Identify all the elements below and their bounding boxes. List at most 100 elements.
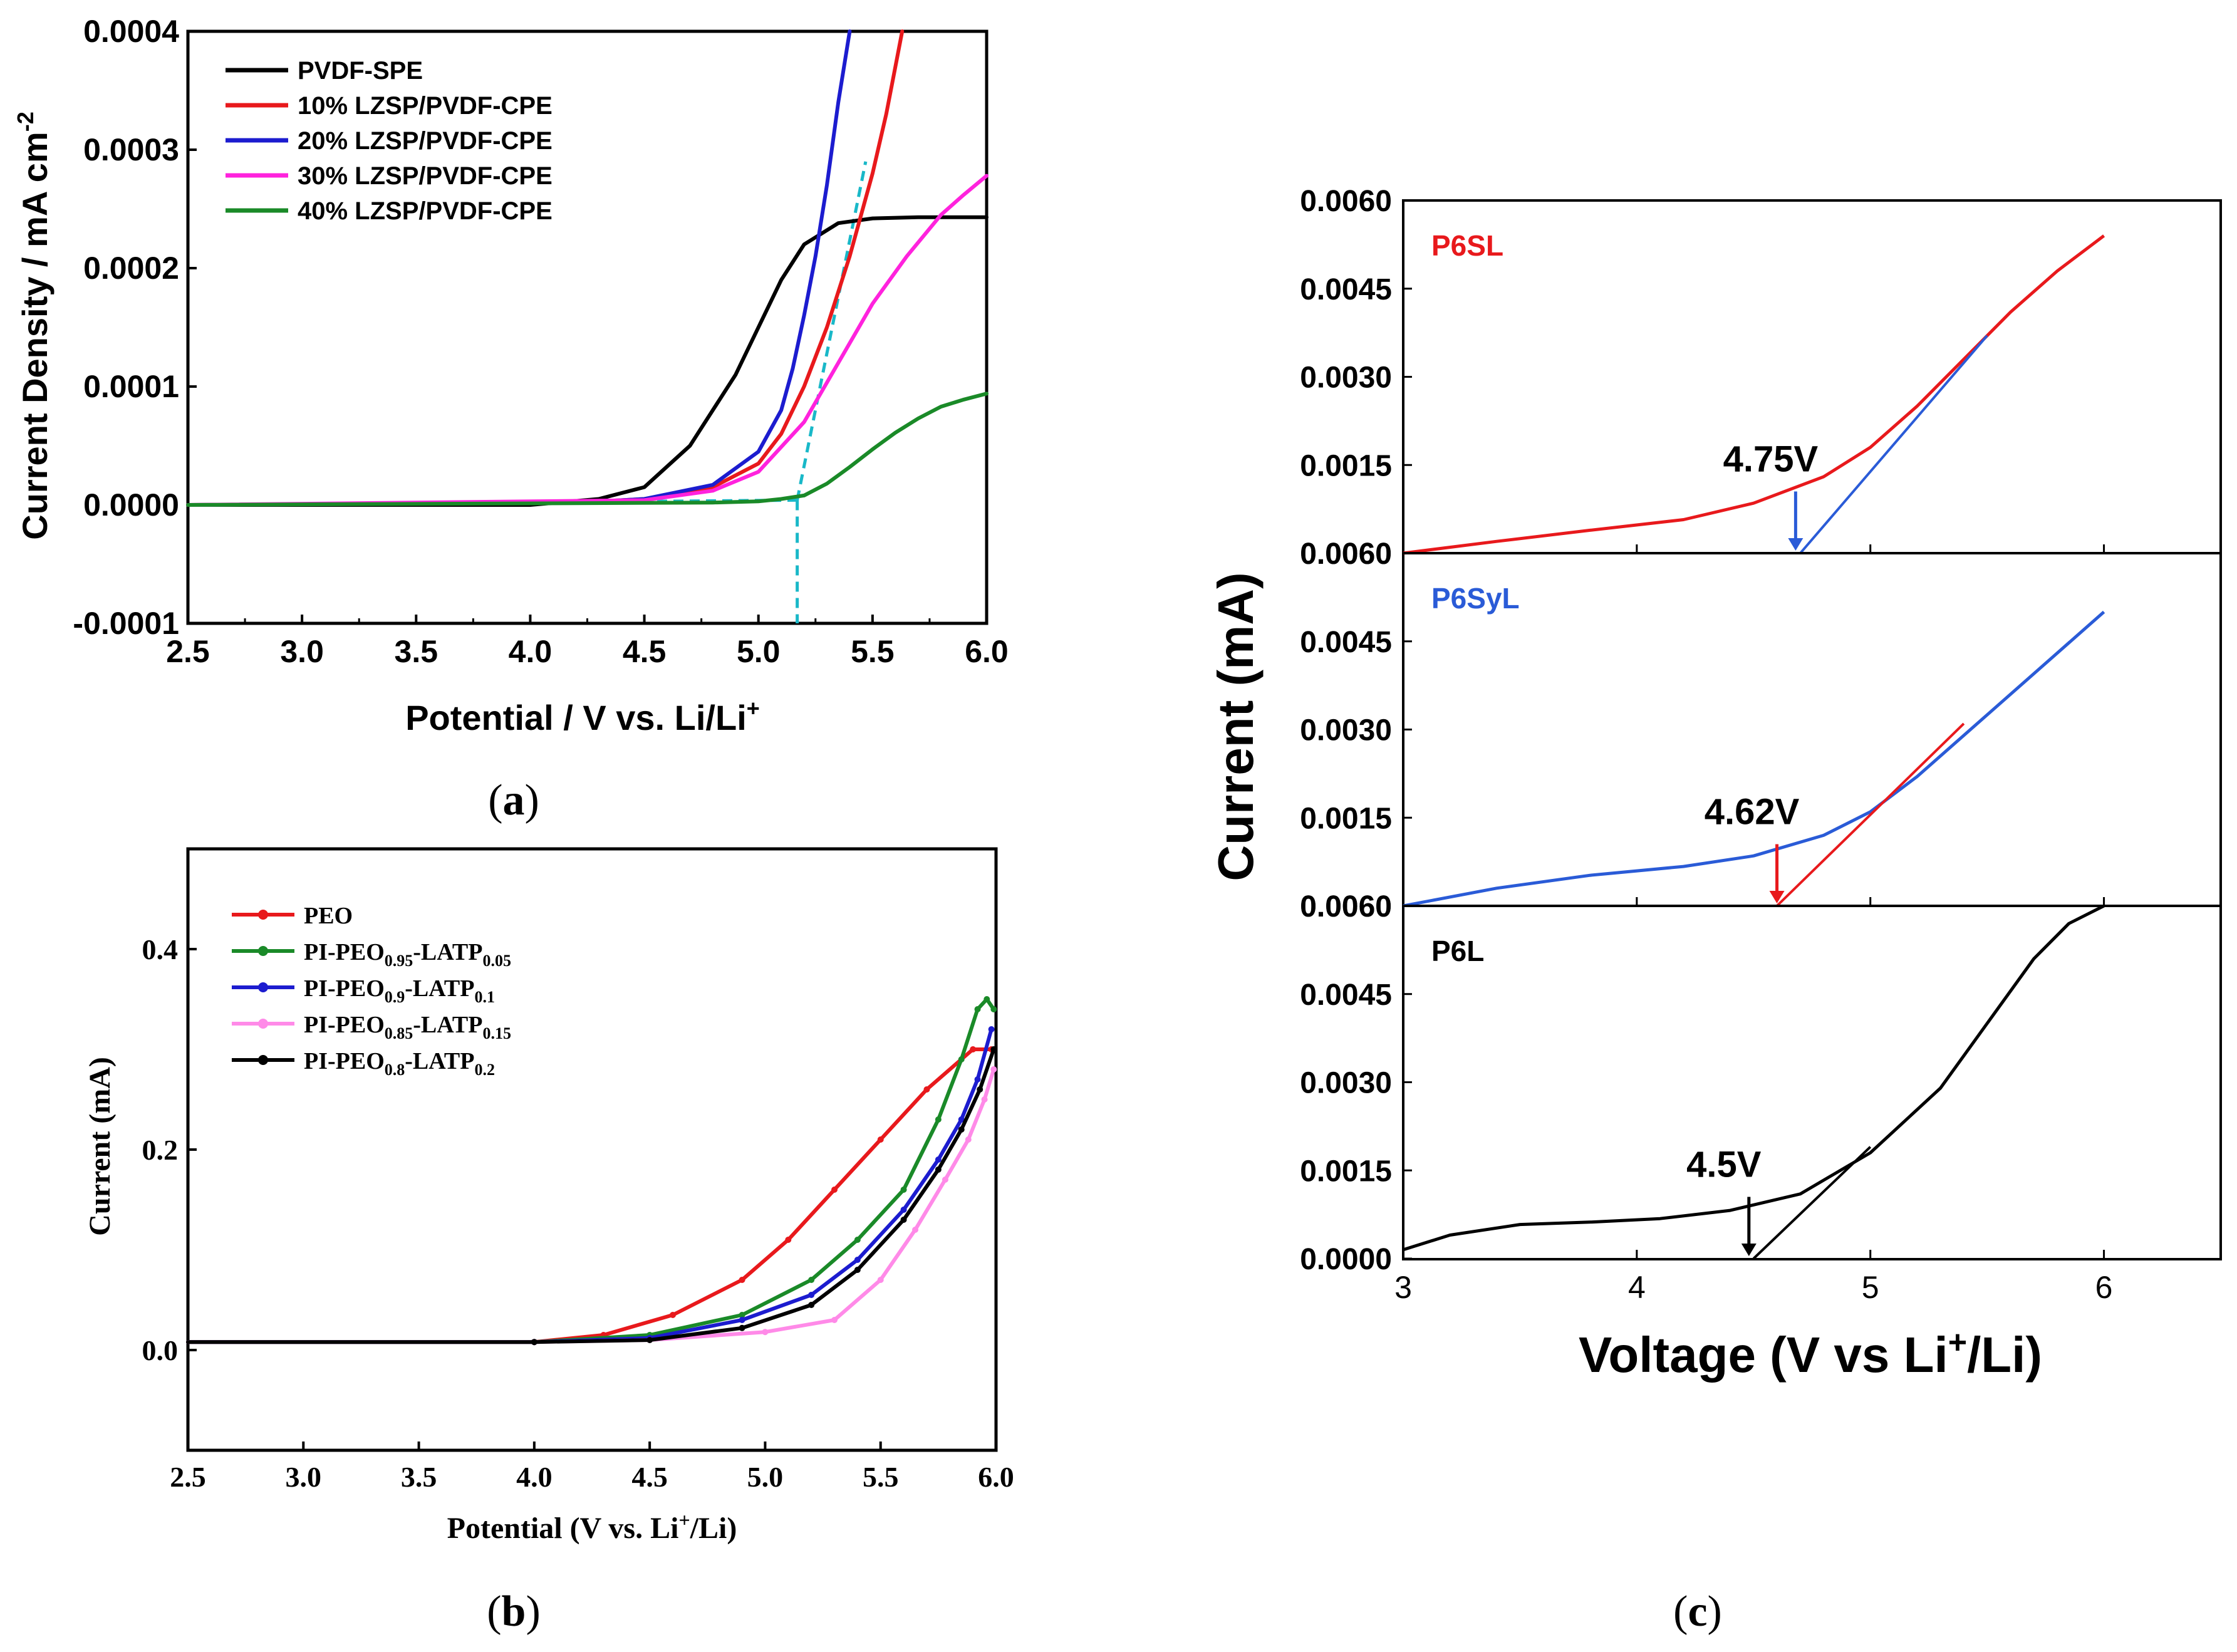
- panel-b: 2.5 3.0 3.5 4.0 4.5 5.0 5.5 6.0 0.0 0.2 0.4 PEO PI…: [83, 847, 1014, 1636]
- panel-b-series-marker: [808, 1292, 815, 1298]
- panel-b-legend-label: PI-PEO0.95-LATP0.05: [304, 939, 511, 970]
- panel-a-x-axis-label: Potential / V vs. Li/Li+: [405, 695, 760, 737]
- panel-b-series-marker: [935, 1166, 942, 1173]
- panel-b-series-marker: [935, 1116, 942, 1123]
- panel-c-y-tick-label: 0.0045: [1300, 626, 1392, 659]
- panel-a-y-tick-label: 0.0004: [83, 14, 179, 49]
- panel-b-legend-label-mid: -LATP: [405, 1048, 474, 1074]
- panel-a-plot-frame: [186, 29, 989, 625]
- panel-c-y-axis-label: Current (mA): [1208, 572, 1264, 881]
- panel-a-x-tick-label: 4.5: [623, 634, 667, 669]
- panel-c-y-tick-label: 0.0030: [1300, 1067, 1392, 1100]
- panel-b-series-marker: [990, 1046, 997, 1052]
- panel-b-legend-label-mid: -LATP: [405, 975, 474, 1002]
- panel-b-series-marker: [974, 1076, 981, 1083]
- panel-c-curve: [1403, 904, 2105, 1252]
- panel-b-legend-marker: [258, 1055, 268, 1065]
- panel-a-x-tick-label: 4.0: [509, 634, 553, 669]
- panel-b-x-tick-label: 4.5: [631, 1461, 668, 1493]
- panel-b-series-marker: [739, 1312, 745, 1318]
- panel-c-y-tick-label: 0.0030: [1300, 361, 1392, 395]
- panel-b-series-marker: [970, 1046, 977, 1052]
- panel-c-onset-arrow-head: [1741, 1244, 1757, 1256]
- panel-c-x-axis-label: Voltage (V vs Li+/Li): [1579, 1324, 2042, 1383]
- panel-c-onset-arrow-head: [1788, 538, 1804, 551]
- panel-c-x-tick-label: 3: [1394, 1270, 1412, 1305]
- panel-c-y-tick-label: 0.0015: [1300, 449, 1392, 482]
- panel-c-y-tick-label: 0.0015: [1300, 1155, 1392, 1188]
- panel-a-legend-label: 20% LZSP/PVDF-CPE: [298, 127, 553, 155]
- panel-a-x-tick-label: 3.5: [395, 634, 439, 669]
- panel-c-tangent: [1776, 722, 1965, 907]
- panel-c-y-tick-label: 0.0060: [1300, 185, 1392, 218]
- panel-a-y-tick-label: 0.0000: [83, 487, 179, 522]
- panel-c-onset-arrow-head: [1769, 891, 1785, 903]
- panel-b-series-marker: [831, 1187, 838, 1193]
- panel-a-x-tick-label: 5.0: [737, 634, 781, 669]
- panel-b-x-tick-label: 5.5: [863, 1461, 899, 1493]
- panel-b-legend-marker: [258, 910, 268, 920]
- panel-a-legend-label: 10% LZSP/PVDF-CPE: [298, 92, 553, 120]
- panel-b-series-marker: [854, 1267, 861, 1273]
- panel-c-subplot-label: P6SyL: [1431, 582, 1520, 615]
- panel-c-y-tick-label: 0.0060: [1300, 890, 1392, 923]
- panel-b-series-marker: [877, 1136, 884, 1143]
- panel-b-x-tick-label: 2.5: [170, 1461, 206, 1493]
- panel-c-y-tick-label: 0.0000: [1300, 1243, 1392, 1276]
- panel-b-x-tick-label: 3.5: [401, 1461, 437, 1493]
- panel-c-y-tick-label: 0.0060: [1300, 538, 1392, 571]
- panel-b-series-marker: [900, 1187, 907, 1193]
- panel-b-series-marker: [646, 1337, 653, 1343]
- panel-b-series-marker: [942, 1177, 948, 1183]
- panel-b-series-marker: [984, 996, 990, 1002]
- panel-a-x-axis-label-main: Potential / V vs. Li/Li: [405, 698, 747, 737]
- panel-c-tangent: [1752, 1146, 1872, 1260]
- panel-b-legend-label-sub1: 0.9: [385, 988, 405, 1006]
- panel-a: 2.5 3.0 3.5 4.0 4.5 5.0 5.5 6.0 -0.0001 0.0000 0.…: [13, 14, 1009, 824]
- panel-a-y-tick-label: 0.0003: [83, 132, 179, 167]
- panel-b-legend-label-main: PI-PEO: [304, 1012, 385, 1038]
- panel-b-series-marker: [988, 1026, 995, 1032]
- panel-a-tangent-rise: [796, 161, 868, 501]
- panel-c-curve: [1403, 234, 2105, 555]
- panel-b-series-marker: [900, 1207, 907, 1213]
- panel-b-legend-marker: [258, 982, 268, 992]
- panel-b-series-marker: [670, 1312, 676, 1318]
- panel-b-series-marker: [877, 1277, 884, 1283]
- panel-b-legend-label-sub1: 0.85: [385, 1024, 413, 1042]
- panel-a-y-tick-label: 0.0002: [83, 251, 179, 286]
- panel-b-plot-frame: [186, 847, 998, 1452]
- panel-c-curve: [1403, 610, 2105, 908]
- panel-b-series-marker: [739, 1277, 745, 1283]
- panel-b-legend-label-mid: -LATP: [413, 939, 482, 965]
- panel-c-subplot-label: P6SL: [1431, 229, 1503, 262]
- panel-b-legend-label-main: PI-PEO: [304, 975, 385, 1002]
- panel-c-plot-frame: [1402, 199, 2222, 1260]
- panel-b-legend: PEOPI-PEO0.95-LATP0.05PI-PEO0.9-LATP0.1P…: [232, 903, 511, 1079]
- panel-c: 0.00600.00150.00300.00450.00604.75VP6SL0…: [1208, 185, 2222, 1636]
- panel-b-x-tick-label: 4.0: [516, 1461, 553, 1493]
- panel-b-series-marker: [762, 1329, 769, 1336]
- panel-b-series-marker: [965, 1136, 972, 1143]
- panel-b-series-marker: [974, 1006, 981, 1012]
- panel-c-subplot: 0.0000 0.0015 0.0030 0.0045 0.0060 4.5V P6L: [1300, 890, 2221, 1276]
- panel-b-y-tick-label: 0.4: [142, 933, 179, 965]
- panel-b-series-marker: [785, 1237, 792, 1243]
- panel-a-x-axis-label-sup: +: [747, 695, 760, 721]
- panel-c-onset-label: 4.75V: [1723, 439, 1819, 479]
- panel-a-y-axis-label-sup: -2: [13, 112, 38, 132]
- panel-c-y-tick-label: 0.0060: [1300, 890, 1392, 923]
- panel-c-subplot: 0.0060 0.0015 0.0030 0.0045 0.0060 4.75V P6SL: [1300, 185, 2105, 571]
- panel-b-legend-label-sub2: 0.15: [482, 1024, 511, 1042]
- panel-b-legend-marker: [258, 1019, 268, 1029]
- panel-b-series-marker: [977, 1086, 984, 1093]
- panel-a-x-tick-label: 3.0: [280, 634, 324, 669]
- panel-a-x-tick-label: 5.5: [851, 634, 895, 669]
- panel-b-series-marker: [981, 1096, 988, 1103]
- panel-a-series-line: [186, 392, 989, 507]
- panel-a-caption: (a): [488, 776, 539, 824]
- panel-c-y-tick-label: 0.0045: [1300, 273, 1392, 306]
- panel-b-x-axis-label: Potential (V vs. Li+/Li): [447, 1509, 737, 1545]
- panel-b-x-tick-label: 6.0: [978, 1461, 1014, 1493]
